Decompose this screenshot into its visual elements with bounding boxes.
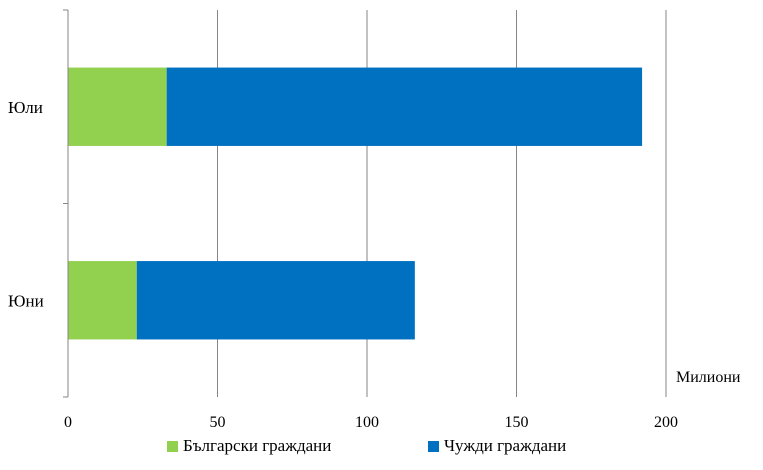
x-tick-label-0: 0 — [64, 414, 72, 431]
labels: 0 50 100 150 200 Юли Юни Милиони — [8, 98, 741, 431]
bar-Юли-series-0 — [68, 67, 167, 146]
legend-swatch-bulgarian — [167, 440, 178, 452]
bars — [68, 67, 643, 340]
bar-Юни-series-0 — [68, 261, 137, 340]
legend-swatch-foreign — [428, 440, 439, 452]
bar-Юли-series-1 — [166, 67, 643, 146]
x-tick-label-200: 200 — [654, 414, 678, 431]
category-label-0: Юли — [8, 98, 43, 117]
x-tick-label-150: 150 — [505, 414, 529, 431]
unit-label: Милиони — [676, 369, 741, 386]
legend-label-bulgarian: Български граждани — [183, 436, 332, 455]
bar-Юни-series-1 — [136, 261, 415, 340]
legend-item-foreign: Чужди граждани — [428, 436, 566, 456]
axes — [63, 9, 69, 398]
legend-label-foreign: Чужди граждани — [444, 436, 567, 455]
x-tick-label-50: 50 — [210, 414, 226, 431]
legend: Български граждани Чужди граждани — [0, 436, 763, 460]
x-tick-label-100: 100 — [355, 414, 379, 431]
category-label-1: Юни — [8, 291, 44, 310]
legend-item-bulgarian: Български граждани — [167, 436, 331, 456]
